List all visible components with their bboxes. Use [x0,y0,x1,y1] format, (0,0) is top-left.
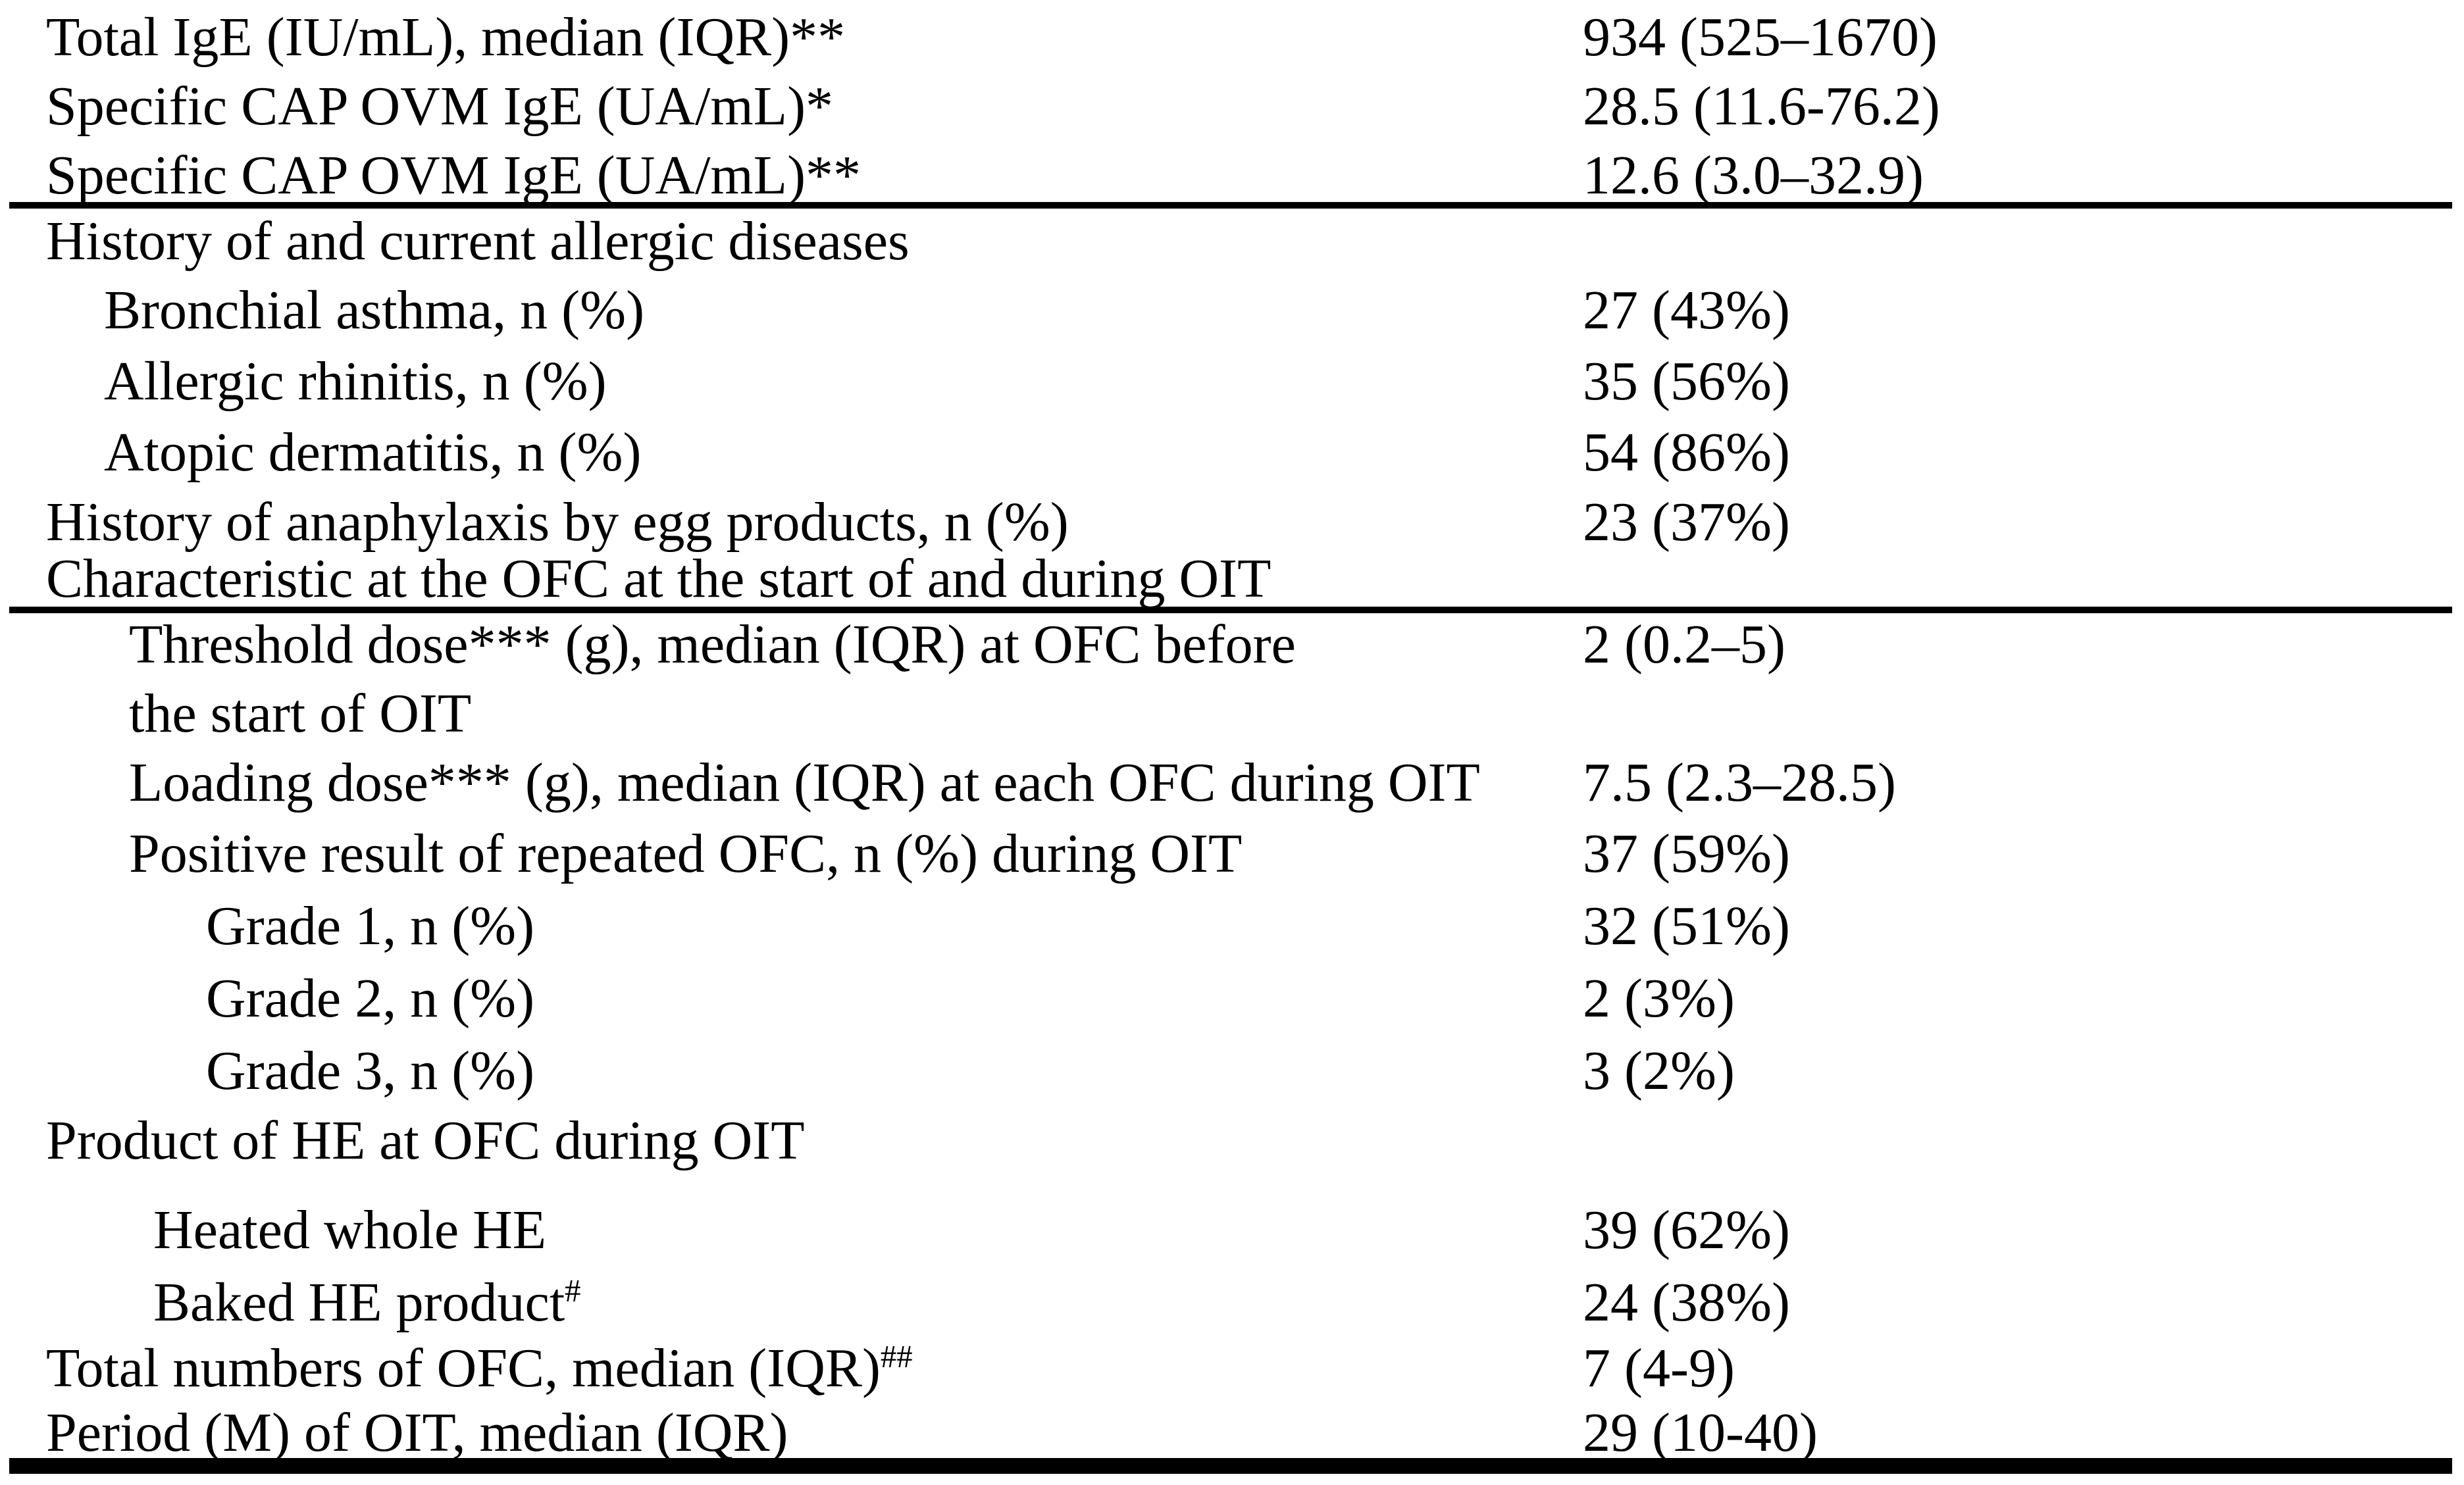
row-value: 32 (51%) [1583,895,1790,957]
row-label: History of anaphylaxis by egg products, … [46,491,1069,553]
row-value: 54 (86%) [1583,422,1790,483]
table-row: Specific CAP OVM IgE (UA/mL)** 12.6 (3.0… [0,145,2464,206]
row-label: Total numbers of OFC, median (IQR)## [46,1338,913,1399]
row-label: Specific CAP OVM IgE (UA/mL)* [46,76,834,137]
table-row: Baked HE product# 24 (38%) [0,1272,2464,1333]
row-label: Characteristic at the OFC at the start o… [46,548,1271,609]
row-value: 12.6 (3.0–32.9) [1583,145,1924,206]
row-value: 7 (4-9) [1583,1338,1735,1399]
row-label: Grade 3, n (%) [206,1040,535,1101]
table-row: Threshold dose*** (g), median (IQR) at O… [0,614,2464,675]
row-label: Atopic dermatitis, n (%) [104,422,642,483]
table-row: Total numbers of OFC, median (IQR)## 7 (… [0,1338,2464,1399]
row-value: 28.5 (11.6-76.2) [1583,76,1940,137]
row-value: 29 (10-40) [1583,1402,1818,1463]
table-row: Grade 1, n (%) 32 (51%) [0,897,2464,955]
row-label: the start of OIT [129,683,472,744]
table-row: Period (M) of OIT, median (IQR) 29 (10-4… [0,1402,2464,1463]
table-row: Positive result of repeated OFC, n (%) d… [0,823,2464,884]
row-value: 35 (56%) [1583,351,1790,412]
row-value: 23 (37%) [1583,491,1790,553]
row-label: Threshold dose*** (g), median (IQR) at O… [129,614,1296,675]
row-label: Allergic rhinitis, n (%) [104,351,607,412]
table-row-continuation: the start of OIT [0,683,2464,744]
row-value: 37 (59%) [1583,823,1790,884]
table-row: History of anaphylaxis by egg products, … [0,493,2464,551]
table-row-section-header: History of and current allergic diseases [0,211,2464,272]
table-row: Heated whole HE 39 (62%) [0,1201,2464,1259]
row-label: Positive result of repeated OFC, n (%) d… [129,823,1243,884]
row-label: Grade 2, n (%) [206,968,535,1029]
row-value: 7.5 (2.3–28.5) [1583,752,1896,813]
section-divider [9,607,2452,613]
row-value: 27 (43%) [1583,280,1790,341]
row-value: 2 (3%) [1583,968,1735,1029]
table-row: Specific CAP OVM IgE (UA/mL)* 28.5 (11.6… [0,76,2464,137]
section-divider [9,202,2452,209]
row-label: Baked HE product# [153,1272,581,1333]
row-value: 24 (38%) [1583,1272,1790,1333]
row-label: Period (M) of OIT, median (IQR) [46,1402,788,1463]
table-row: Allergic rhinitis, n (%) 35 (56%) [0,351,2464,412]
row-label: Loading dose*** (g), median (IQR) at eac… [129,752,1480,813]
row-value: 3 (2%) [1583,1040,1735,1101]
table-row: Loading dose*** (g), median (IQR) at eac… [0,752,2464,813]
row-value: 934 (525–1670) [1583,7,1938,68]
row-label: Heated whole HE [153,1199,547,1261]
row-label: Grade 1, n (%) [206,895,535,957]
row-label: History of and current allergic diseases [46,211,910,272]
row-value: 2 (0.2–5) [1583,614,1785,675]
table-row: Bronchial asthma, n (%) 27 (43%) [0,280,2464,341]
row-label: Bronchial asthma, n (%) [104,280,645,341]
row-label: Specific CAP OVM IgE (UA/mL)** [46,145,861,206]
table-row-section-header: Characteristic at the OFC at the start o… [0,548,2464,609]
row-label: Product of HE at OFC during OIT [46,1110,805,1171]
row-value: 39 (62%) [1583,1199,1790,1261]
row-label: Total IgE (IU/mL), median (IQR)** [46,7,846,68]
table-row-section-header: Product of HE at OFC during OIT [0,1110,2464,1171]
table-row: Grade 3, n (%) 3 (2%) [0,1042,2464,1100]
table-row: Total IgE (IU/mL), median (IQR)** 934 (5… [0,7,2464,68]
table-row: Grade 2, n (%) 2 (3%) [0,968,2464,1029]
table-bottom-border [9,1458,2452,1474]
table-row: Atopic dermatitis, n (%) 54 (86%) [0,422,2464,483]
